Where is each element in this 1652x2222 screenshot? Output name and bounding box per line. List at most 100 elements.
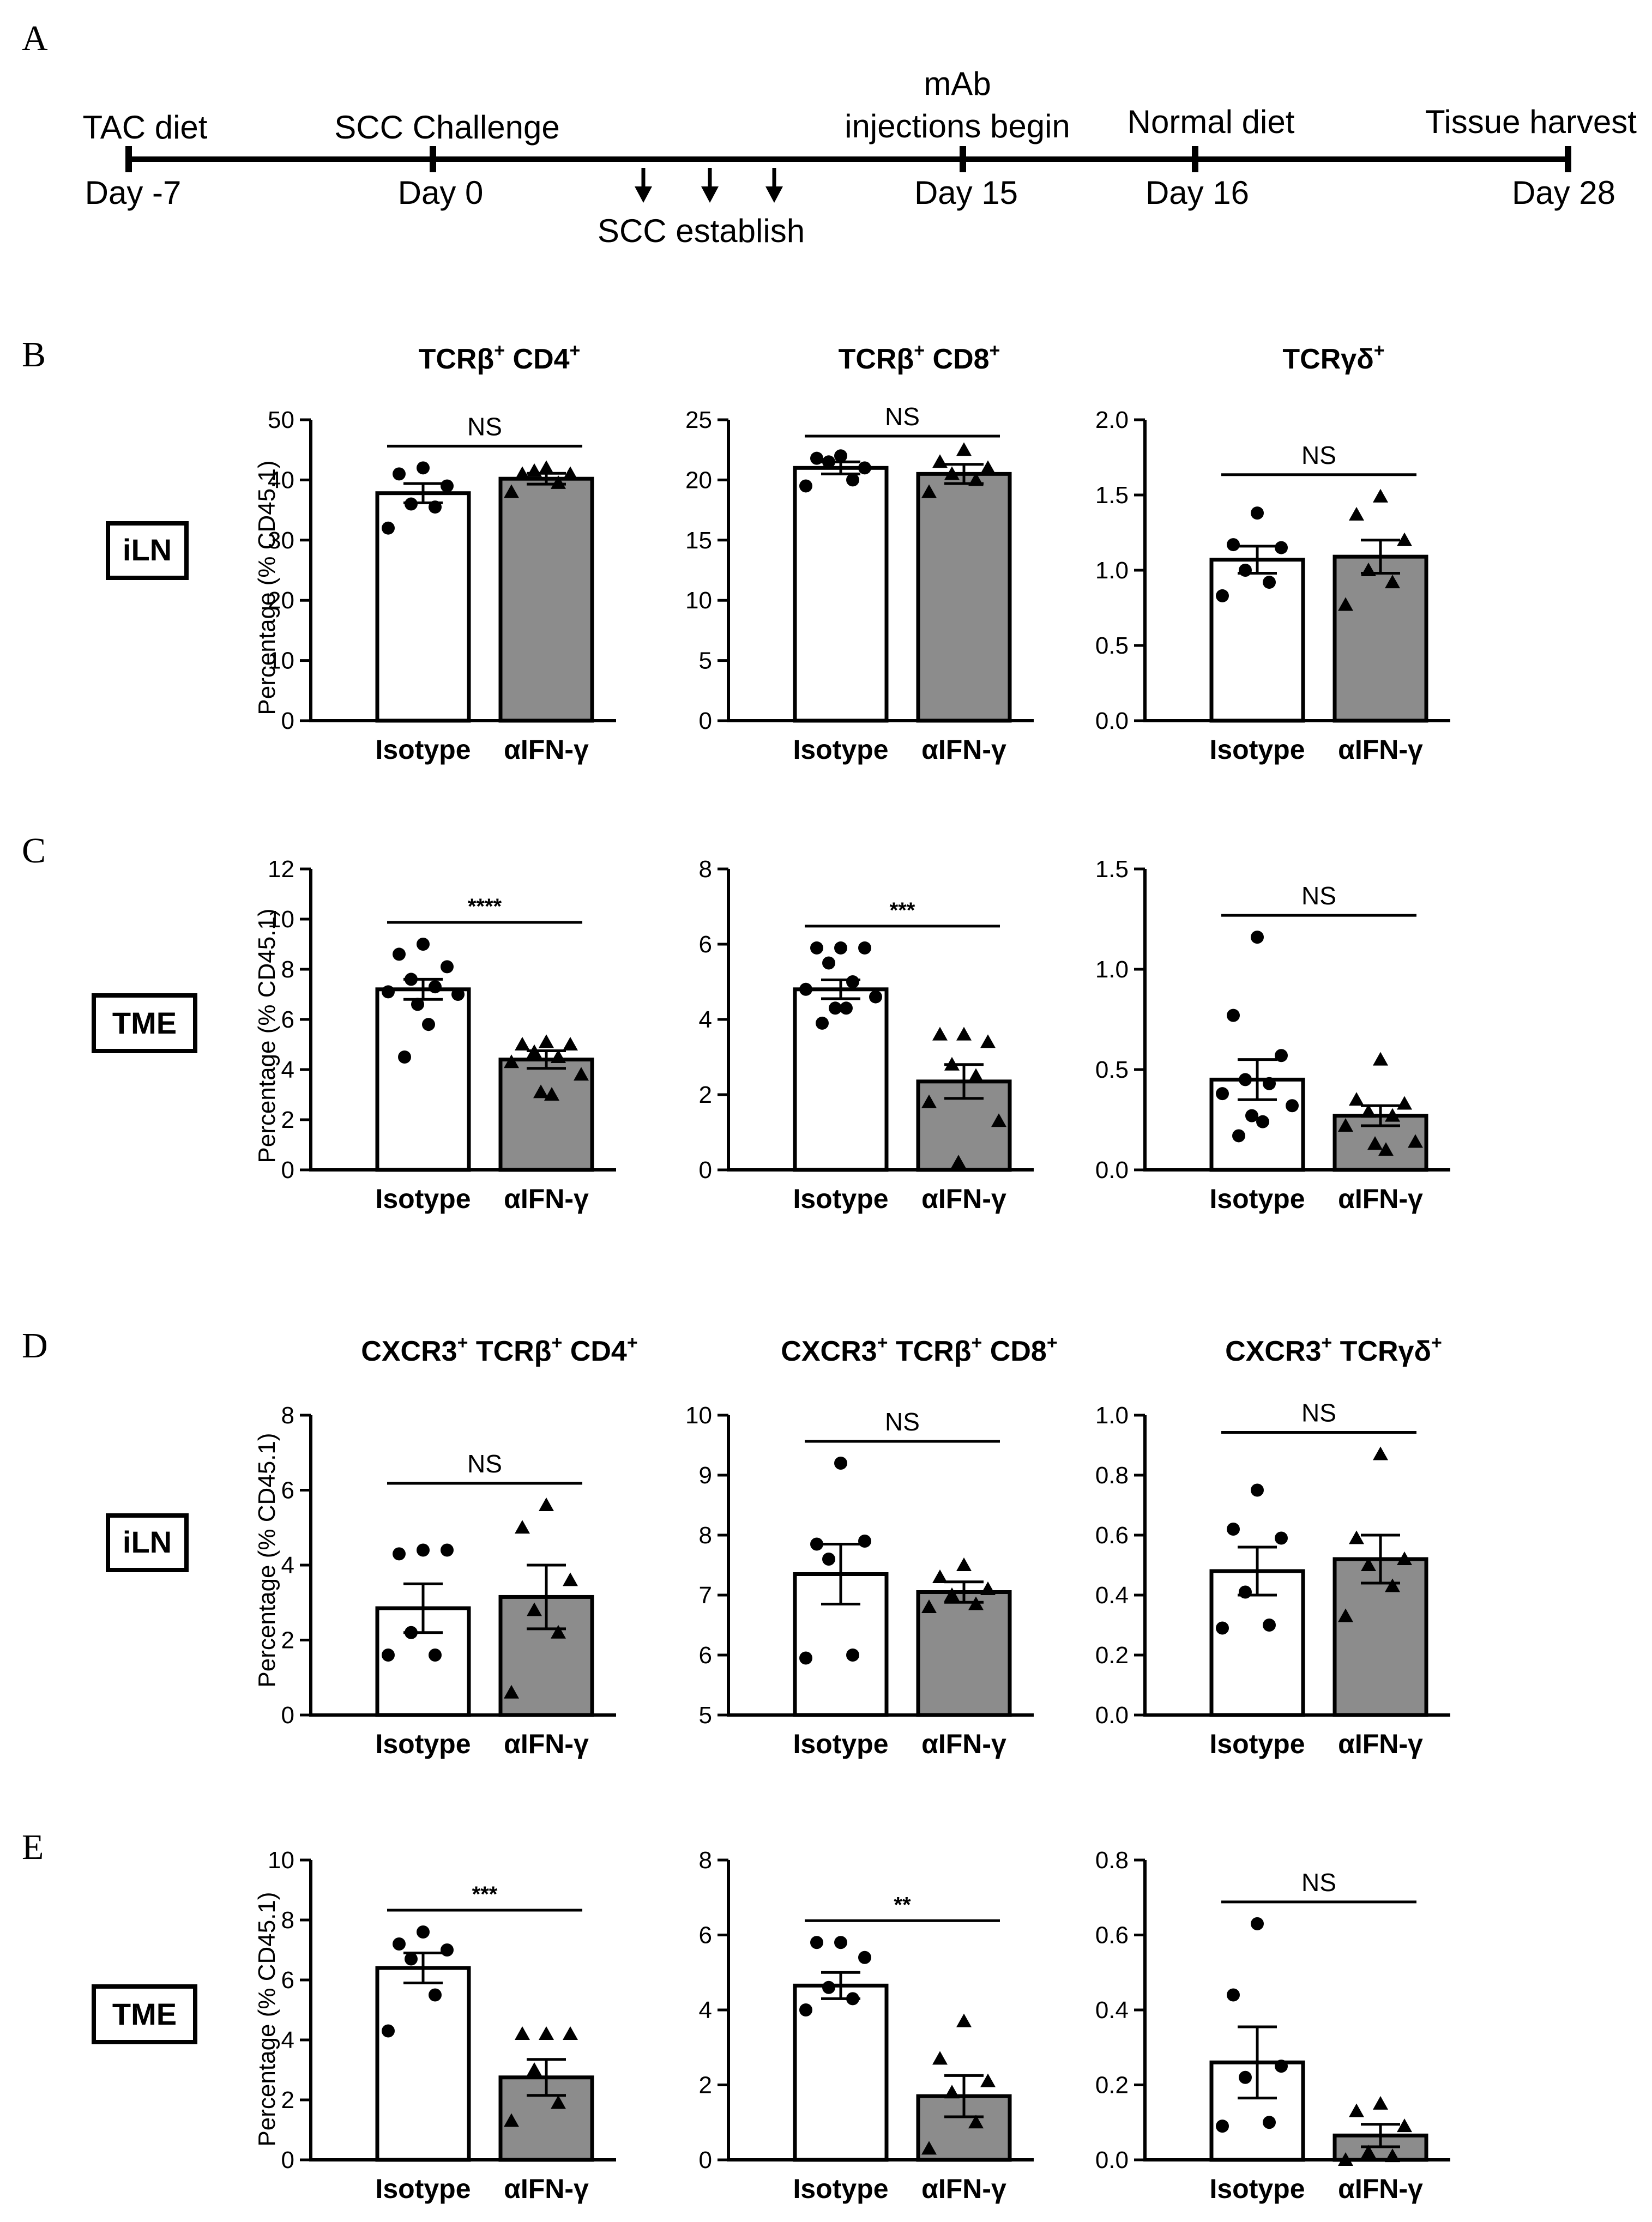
significance-label: NS xyxy=(1301,881,1336,910)
bar xyxy=(375,1966,471,2162)
y-tick-label: 6 xyxy=(281,1967,294,1994)
data-point xyxy=(1263,1077,1276,1090)
data-point xyxy=(810,941,823,955)
chart: 0 2 4 6 8 Isotype αIFN-γ ** xyxy=(699,1847,1034,2204)
data-point xyxy=(829,1001,842,1015)
y-tick-label: 0.6 xyxy=(1095,1522,1129,1549)
x-tick-label: αIFN-γ xyxy=(921,734,1006,765)
y-tick-label: 50 xyxy=(268,407,294,433)
data-point xyxy=(417,461,430,475)
establish-arrow xyxy=(701,168,719,203)
bar xyxy=(375,987,471,1172)
data-point xyxy=(1361,1557,1376,1571)
data-point xyxy=(1275,541,1288,554)
y-tick-label: 1.0 xyxy=(1095,956,1129,983)
bar xyxy=(1333,1557,1428,1717)
significance-label: NS xyxy=(885,402,920,431)
significance-label: NS xyxy=(1301,441,1336,469)
y-tick-label: 5 xyxy=(699,648,712,674)
data-point xyxy=(1275,1049,1288,1062)
data-point xyxy=(405,1626,418,1639)
data-point xyxy=(504,1054,519,1068)
data-point xyxy=(932,1027,948,1041)
significance-label: NS xyxy=(1301,1399,1336,1427)
data-point xyxy=(504,2113,519,2127)
data-point xyxy=(810,1537,823,1551)
y-tick-label: 6 xyxy=(281,1006,294,1033)
panel-letter-d: D xyxy=(22,1326,48,1366)
data-point xyxy=(858,941,871,955)
chart: 0.0 0.5 1.0 1.5 2.0 Isotype αIFN-γ NS xyxy=(1095,407,1450,765)
data-point xyxy=(1216,1621,1229,1635)
y-tick-label: 8 xyxy=(699,1522,712,1549)
chart: 0 2 4 6 8 Isotype αIFN-γ *** xyxy=(699,856,1034,1214)
data-point xyxy=(1251,506,1264,520)
data-point xyxy=(968,472,984,486)
data-point xyxy=(504,484,519,498)
row-tag: iLN xyxy=(106,1513,189,1572)
data-point xyxy=(417,1925,430,1939)
bar xyxy=(793,987,889,1172)
data-point xyxy=(382,985,395,999)
bar xyxy=(375,1606,471,1717)
timeline-day-label: Day 15 xyxy=(914,174,1018,211)
y-tick-label: 0.2 xyxy=(1095,2072,1129,2099)
panel-letter-b: B xyxy=(22,335,46,375)
data-point xyxy=(515,1037,530,1050)
timeline-day-label: Day 0 xyxy=(398,174,484,211)
x-tick-label: αIFN-γ xyxy=(1338,1184,1423,1214)
x-tick-label: Isotype xyxy=(1209,1184,1305,1214)
x-tick-label: αIFN-γ xyxy=(504,2173,589,2204)
data-point xyxy=(980,460,996,474)
y-tick-label: 0 xyxy=(281,1157,294,1184)
chart: 0.0 0.2 0.4 0.6 0.8 1.0 Isotype αIFN-γ NS xyxy=(1095,1399,1450,1759)
significance-label: NS xyxy=(467,412,502,440)
column-title: CXCR3+ TCRβ+ CD8+ xyxy=(781,1332,1057,1367)
y-tick-label: 0 xyxy=(281,2147,294,2173)
column-title: TCRβ+ CD8+ xyxy=(839,340,1000,375)
data-point xyxy=(1263,576,1276,589)
data-point xyxy=(944,1587,960,1601)
data-point xyxy=(398,1050,411,1064)
chart: 0 2 4 6 8 10 12 Isotype αIFN-γ **** xyxy=(268,856,616,1214)
chart: 0 2 4 6 8 10 Isotype αIFN-γ *** xyxy=(268,1847,616,2204)
data-point xyxy=(1216,589,1229,602)
data-point xyxy=(1239,564,1252,577)
data-point xyxy=(1232,1129,1245,1143)
timeline-day-label: Day 28 xyxy=(1512,174,1615,211)
data-point xyxy=(1349,1530,1364,1544)
data-point xyxy=(834,1936,847,1949)
data-point xyxy=(1338,1118,1353,1132)
y-tick-label: 0.0 xyxy=(1095,708,1129,734)
y-tick-label: 0.5 xyxy=(1095,1056,1129,1083)
data-point xyxy=(921,484,937,498)
significance-label: NS xyxy=(885,1408,920,1436)
y-tick-label: 0.2 xyxy=(1095,1642,1129,1669)
data-point xyxy=(1338,1608,1353,1622)
data-point xyxy=(822,1981,835,1994)
data-point xyxy=(1216,1087,1229,1101)
data-point xyxy=(1286,1099,1299,1113)
y-tick-label: 0 xyxy=(699,1157,712,1184)
y-tick-label: 4 xyxy=(699,1006,712,1033)
data-point xyxy=(1397,1551,1412,1565)
chart: 0 2 4 6 8 Isotype αIFN-γ NS xyxy=(281,1402,616,1759)
data-point xyxy=(1216,2120,1229,2133)
panel-letter-a: A xyxy=(22,19,48,58)
data-point xyxy=(563,466,578,480)
data-point xyxy=(1385,575,1400,589)
x-tick-label: Isotype xyxy=(375,2173,471,2204)
data-point xyxy=(441,1543,454,1557)
x-tick-label: Isotype xyxy=(375,1729,471,1759)
data-point xyxy=(1373,2096,1388,2110)
data-point xyxy=(980,1034,996,1048)
data-point xyxy=(533,1084,548,1098)
data-point xyxy=(405,973,418,986)
y-tick-label: 0.6 xyxy=(1095,1922,1129,1949)
y-tick-label: 6 xyxy=(281,1477,294,1504)
y-tick-label: 0 xyxy=(699,2147,712,2173)
data-point xyxy=(799,982,812,996)
column-title: TCRγδ+ xyxy=(1282,340,1384,375)
y-tick-label: 1.5 xyxy=(1095,482,1129,509)
y-axis-label: Percentage (% CD45.1) xyxy=(254,1892,280,2146)
